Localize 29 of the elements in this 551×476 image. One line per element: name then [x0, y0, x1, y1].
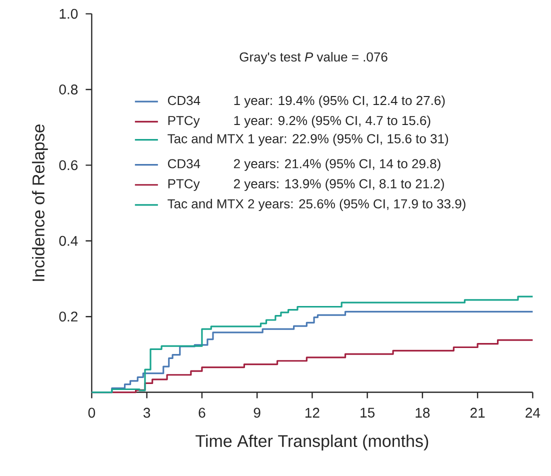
x-tick-label: 6	[198, 408, 206, 418]
y-tick-label: 1.0	[60, 8, 78, 19]
annotation: 1 year: 22.9% (95% CI, 15.6 to 31)	[248, 134, 448, 146]
legend-label: PTCy	[168, 179, 200, 191]
text: PTCy	[168, 116, 200, 128]
annotation: 2 years: 13.9% (95% CI, 8.1 to 21.2)	[234, 178, 444, 191]
y-tick-label: 0.2	[59, 312, 78, 322]
annotation: 1 year: 9.2% (95% CI, 4.7 to 15.6)	[234, 116, 430, 128]
annotation: 2 years: 25.6% (95% CI, 17.9 to 33.9)	[248, 198, 466, 211]
annotation: 2 years: 21.4% (95% CI, 14 to 29.8)	[234, 158, 440, 171]
y-axis-title: Incidence of Relapse	[32, 124, 48, 281]
x-tick-label: 15	[360, 408, 375, 418]
text: Tac and MTX	[168, 134, 244, 144]
x-tick-label: 24	[526, 408, 540, 418]
x-tick-label: 21	[470, 408, 485, 418]
y-tick-label: 0.4	[59, 236, 78, 246]
x-axis-title: Time After Transplant (months)	[196, 434, 428, 450]
x-tick-label: 3	[143, 408, 150, 418]
x-tick-label: 18	[416, 408, 430, 418]
y-tick-label: 0.6	[59, 160, 78, 170]
annotation: Gray's test P value = .076	[240, 52, 388, 64]
legend-label: CD34	[168, 159, 200, 168]
x-tick-label: 0	[88, 408, 96, 418]
x-tick-label: 9	[254, 408, 260, 418]
legend-label: Tac and MTX	[168, 198, 244, 208]
annotation: 1 year: 19.4% (95% CI, 12.4 to 27.6)	[234, 96, 445, 108]
x-tick-label: 12	[305, 408, 320, 418]
y-tick-label: 0.8	[59, 84, 78, 94]
text: CD34	[168, 96, 200, 106]
